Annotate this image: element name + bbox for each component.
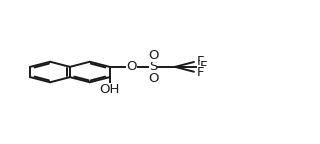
Text: O: O bbox=[126, 60, 137, 73]
Text: F: F bbox=[196, 66, 204, 79]
Text: OH: OH bbox=[100, 83, 120, 96]
Text: O: O bbox=[148, 49, 158, 62]
Text: F: F bbox=[200, 60, 208, 73]
Text: O: O bbox=[148, 72, 158, 85]
Text: S: S bbox=[149, 60, 157, 73]
Text: F: F bbox=[196, 55, 204, 68]
